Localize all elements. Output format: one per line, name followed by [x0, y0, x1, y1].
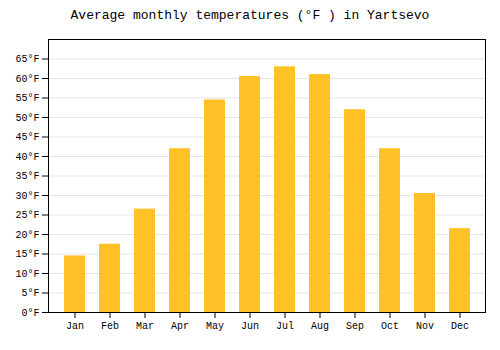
svg-text:15°F: 15°F [15, 249, 39, 260]
svg-text:50°F: 50°F [15, 113, 39, 124]
svg-text:Sep: Sep [346, 321, 364, 332]
svg-text:0°F: 0°F [21, 308, 39, 319]
svg-text:Jan: Jan [66, 321, 84, 332]
svg-text:Oct: Oct [381, 321, 399, 332]
svg-text:10°F: 10°F [15, 269, 39, 280]
svg-text:60°F: 60°F [15, 74, 39, 85]
html-text:Average monthly temperatures (: Average monthly temperatures (°F ) in Ya… [70, 8, 430, 23]
svg-text:May: May [206, 321, 224, 332]
svg-text:30°F: 30°F [15, 191, 39, 202]
svg-text:Mar: Mar [136, 321, 154, 332]
svg-text:40°F: 40°F [15, 152, 39, 163]
svg-text:45°F: 45°F [15, 132, 39, 143]
svg-text:Jun: Jun [241, 321, 259, 332]
svg-text:Dec: Dec [451, 321, 469, 332]
svg-text:Feb: Feb [101, 321, 119, 332]
svg-text:25°F: 25°F [15, 210, 39, 221]
svg-text:Jul: Jul [276, 321, 294, 332]
svg-text:Nov: Nov [416, 321, 434, 332]
svg-text:5°F: 5°F [21, 288, 39, 299]
svg-text:35°F: 35°F [15, 171, 39, 182]
svg-text:Apr: Apr [171, 321, 189, 332]
svg-text:20°F: 20°F [15, 230, 39, 241]
svg-text:Aug: Aug [311, 321, 329, 332]
svg-text:55°F: 55°F [15, 93, 39, 104]
svg-text:65°F: 65°F [15, 54, 39, 65]
